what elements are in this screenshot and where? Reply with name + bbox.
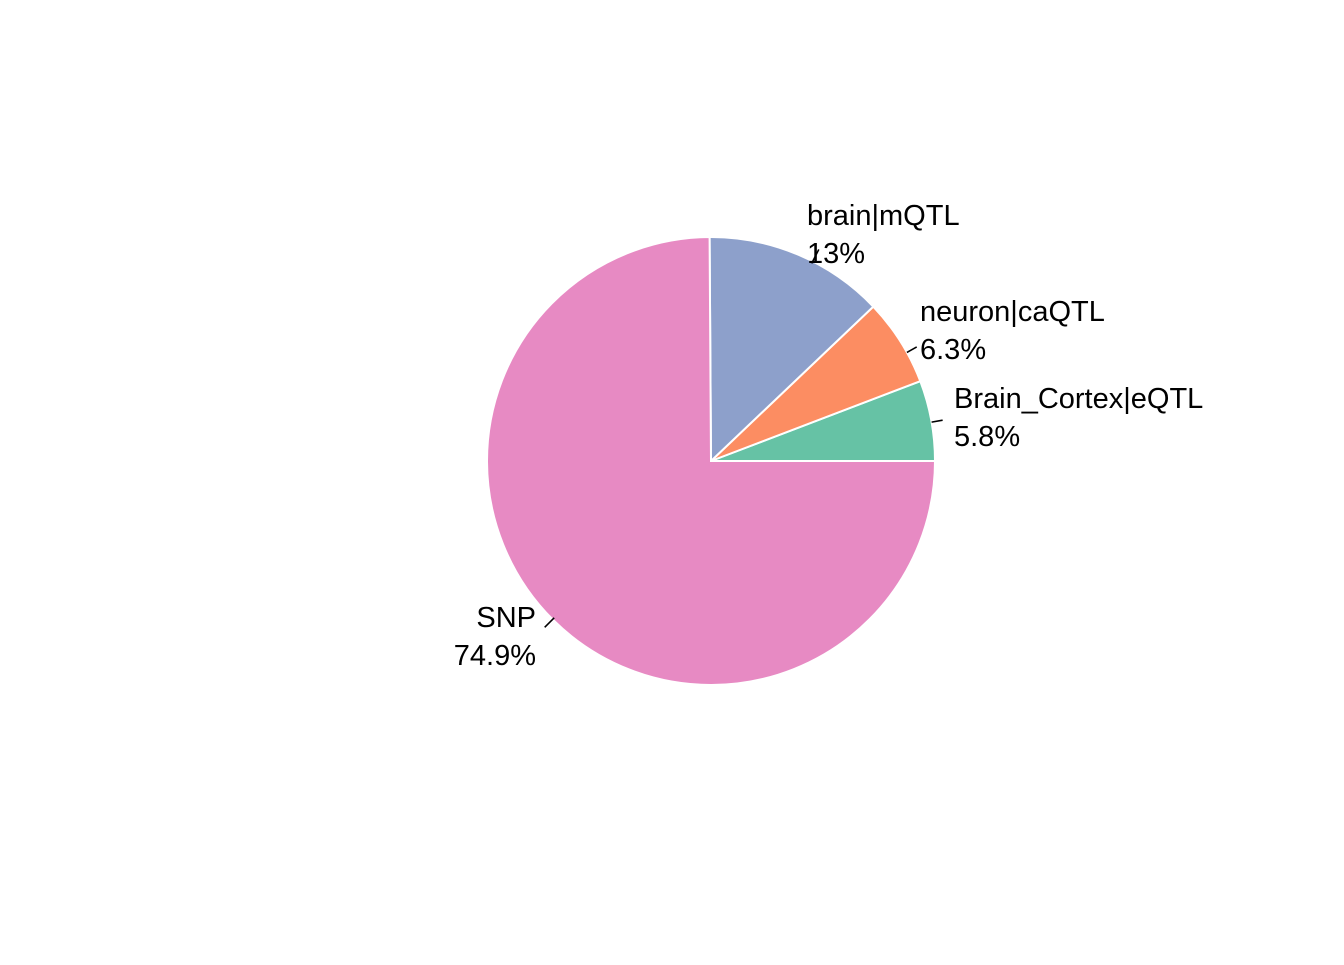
leader-lines-layer bbox=[544, 249, 943, 628]
slice-label: brain|mQTL bbox=[807, 200, 960, 232]
pie-slice-brain-mqtl bbox=[708, 236, 875, 464]
slice-label: neuron|caQTL bbox=[920, 296, 1105, 328]
leader-line-brain-mqtl bbox=[810, 249, 820, 264]
slice-label: Brain_Cortex|eQTL bbox=[954, 383, 1203, 415]
slice-percent-label: 13% bbox=[807, 238, 865, 270]
leader-line-brain-cortex-eqtl bbox=[931, 419, 943, 423]
slice-percent-label: 6.3% bbox=[920, 334, 986, 366]
slice-percent-label: 5.8% bbox=[954, 421, 1020, 453]
leader-line-snp bbox=[544, 617, 555, 628]
slice-percent-label: 74.9% bbox=[454, 640, 536, 672]
labels-layer: Brain_Cortex|eQTL 5.8% neuron|caQTL 6.3% bra… bbox=[454, 200, 1204, 672]
slice-label: SNP bbox=[476, 602, 536, 634]
slices-layer bbox=[486, 235, 937, 686]
leader-line-neuron-caqtl bbox=[906, 346, 918, 354]
